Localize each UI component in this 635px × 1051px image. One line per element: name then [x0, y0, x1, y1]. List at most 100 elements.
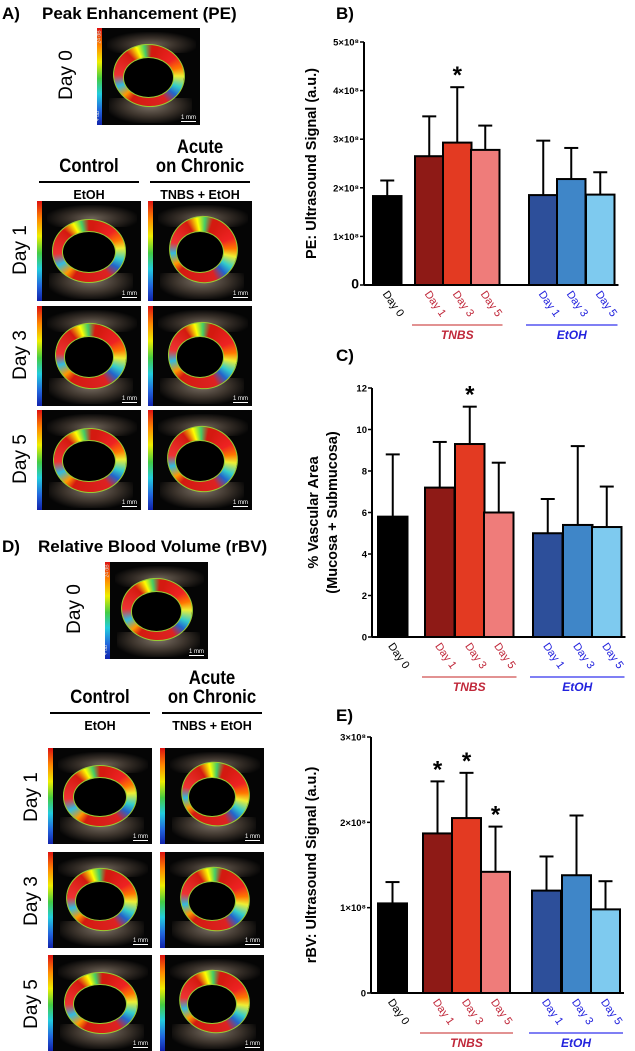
ultrasound-image: 1 mm	[148, 201, 252, 301]
group-label-tnbs: TNBS	[441, 328, 474, 342]
colorbar	[37, 201, 42, 301]
x-tick-label: Day 0	[385, 997, 411, 1027]
scale-bar: 1 mm	[233, 396, 248, 403]
bar-etoh-day-5	[591, 526, 623, 639]
lumen	[130, 591, 183, 632]
y-tick-label: 8	[362, 467, 367, 478]
y-tick-label: 3×10⁸	[333, 135, 359, 146]
x-tick-label: Day 5	[491, 641, 517, 671]
x-tick-label: Day 3	[564, 289, 590, 319]
bar-tnbs-day-1	[414, 155, 445, 286]
x-tick-label: Day 1	[539, 997, 565, 1027]
bar-tnbs-day-3	[454, 443, 486, 638]
colorbar	[148, 410, 153, 510]
x-tick-label: Day 1	[540, 641, 566, 671]
lumen	[122, 57, 175, 98]
colorbar	[37, 410, 42, 510]
y-tick-label: 0	[361, 989, 366, 1000]
y-tick-label: 0	[351, 276, 359, 292]
y-tick-label: 2	[362, 591, 367, 602]
x-tick-label: Day 5	[478, 289, 504, 319]
panel-title-a: Peak Enhancement (PE)	[42, 4, 237, 23]
x-tick-label: Day 3	[459, 997, 485, 1027]
colorbar	[48, 748, 53, 844]
bar-day-0	[372, 195, 403, 286]
scale-bar: 1 mm	[181, 115, 196, 122]
bar-tnbs-day-5	[483, 511, 515, 638]
colorbar	[148, 201, 153, 301]
ultrasound-image: 1 mm	[148, 410, 252, 510]
colorbar	[160, 748, 165, 844]
ultrasound-image: 1 mm	[37, 410, 141, 510]
bar-tnbs-day-3	[442, 141, 473, 286]
lumen	[73, 983, 127, 1025]
group-label-tnbs: TNBS	[453, 680, 486, 694]
y-tick-label: 3×10⁸	[340, 733, 366, 744]
scale-bar: 1 mm	[245, 1041, 260, 1048]
scale-bar: 1 mm	[133, 938, 148, 945]
bar-day-0	[377, 515, 409, 639]
panel-label-b: B)	[336, 4, 354, 23]
panel-label-d: D)	[2, 537, 20, 556]
column-subheader: TNBS + EtOH	[172, 719, 252, 733]
ultrasound-image: 1 mm	[160, 852, 264, 948]
colorbar	[148, 306, 153, 406]
bar-tnbs-day-1	[424, 486, 456, 638]
scale-bar: 1 mm	[245, 938, 260, 945]
y-axis-label: PE: Ultrasound Signal (a.u.)	[304, 68, 320, 259]
panel-label-a: A)	[2, 4, 20, 23]
scale-bar: 1 mm	[133, 834, 148, 841]
panel-label-e: E)	[336, 706, 353, 725]
scale-bar: 1 mm	[133, 1041, 148, 1048]
significance-marker: *	[433, 756, 443, 783]
x-tick-label: Day 1	[432, 641, 458, 671]
scale-bar: 1 mm	[233, 500, 248, 507]
ultrasound-image: 1 mm	[48, 748, 152, 844]
y-tick-label: 6	[362, 508, 367, 519]
ultrasound-image: 1 mm	[37, 306, 141, 406]
colorbar	[48, 852, 53, 948]
bar-etoh-day-1	[532, 532, 564, 638]
scale-bar: 1 mm	[122, 500, 137, 507]
bar-etoh-day-3	[556, 178, 587, 286]
x-tick-label: Day 5	[488, 997, 514, 1027]
tissue-texture	[58, 958, 148, 980]
y-tick-label: 0	[362, 633, 367, 644]
lumen	[187, 880, 237, 922]
lumen	[176, 231, 224, 273]
bar-etoh-day-5	[585, 193, 616, 287]
lumen	[62, 440, 116, 482]
y-tick-label: 10	[356, 425, 367, 436]
y-tick-label: 2×10⁸	[340, 818, 366, 829]
y-tick-label: 1×10⁸	[340, 903, 366, 914]
header-divider	[39, 181, 139, 183]
bar-tnbs-day-1	[422, 832, 453, 995]
colorbar	[160, 955, 165, 1051]
scale-bar: 1 mm	[189, 649, 204, 656]
significance-marker: *	[462, 748, 472, 775]
colorbar	[37, 306, 42, 406]
scale-bar: 1 mm	[122, 396, 137, 403]
y-tick-label: 2×10⁸	[333, 183, 359, 194]
x-tick-label: Day 3	[569, 997, 595, 1027]
scale-bar: 1 mm	[233, 291, 248, 298]
x-tick-label: Day 5	[593, 289, 619, 319]
x-tick-label: Day 0	[380, 289, 406, 319]
column-header-control: Control	[70, 687, 130, 708]
x-tick-label: Day 1	[536, 289, 562, 319]
bar-tnbs-day-3	[451, 817, 482, 994]
bar-etoh-day-3	[562, 523, 594, 639]
group-label-etoh: EtOH	[562, 680, 592, 694]
y-tick-label: 12	[356, 384, 367, 395]
y-tick-label: 4×10⁸	[333, 86, 359, 97]
bar-tnbs-day-5	[470, 148, 501, 286]
group-label-etoh: EtOH	[561, 1036, 591, 1050]
group-label-etoh: EtOH	[557, 328, 587, 342]
ultrasound-image: 1 mm	[48, 852, 152, 948]
bar-etoh-day-1	[531, 889, 562, 994]
ultrasound-image: 1 mm	[48, 955, 152, 1051]
x-tick-label: Day 0	[385, 641, 411, 671]
